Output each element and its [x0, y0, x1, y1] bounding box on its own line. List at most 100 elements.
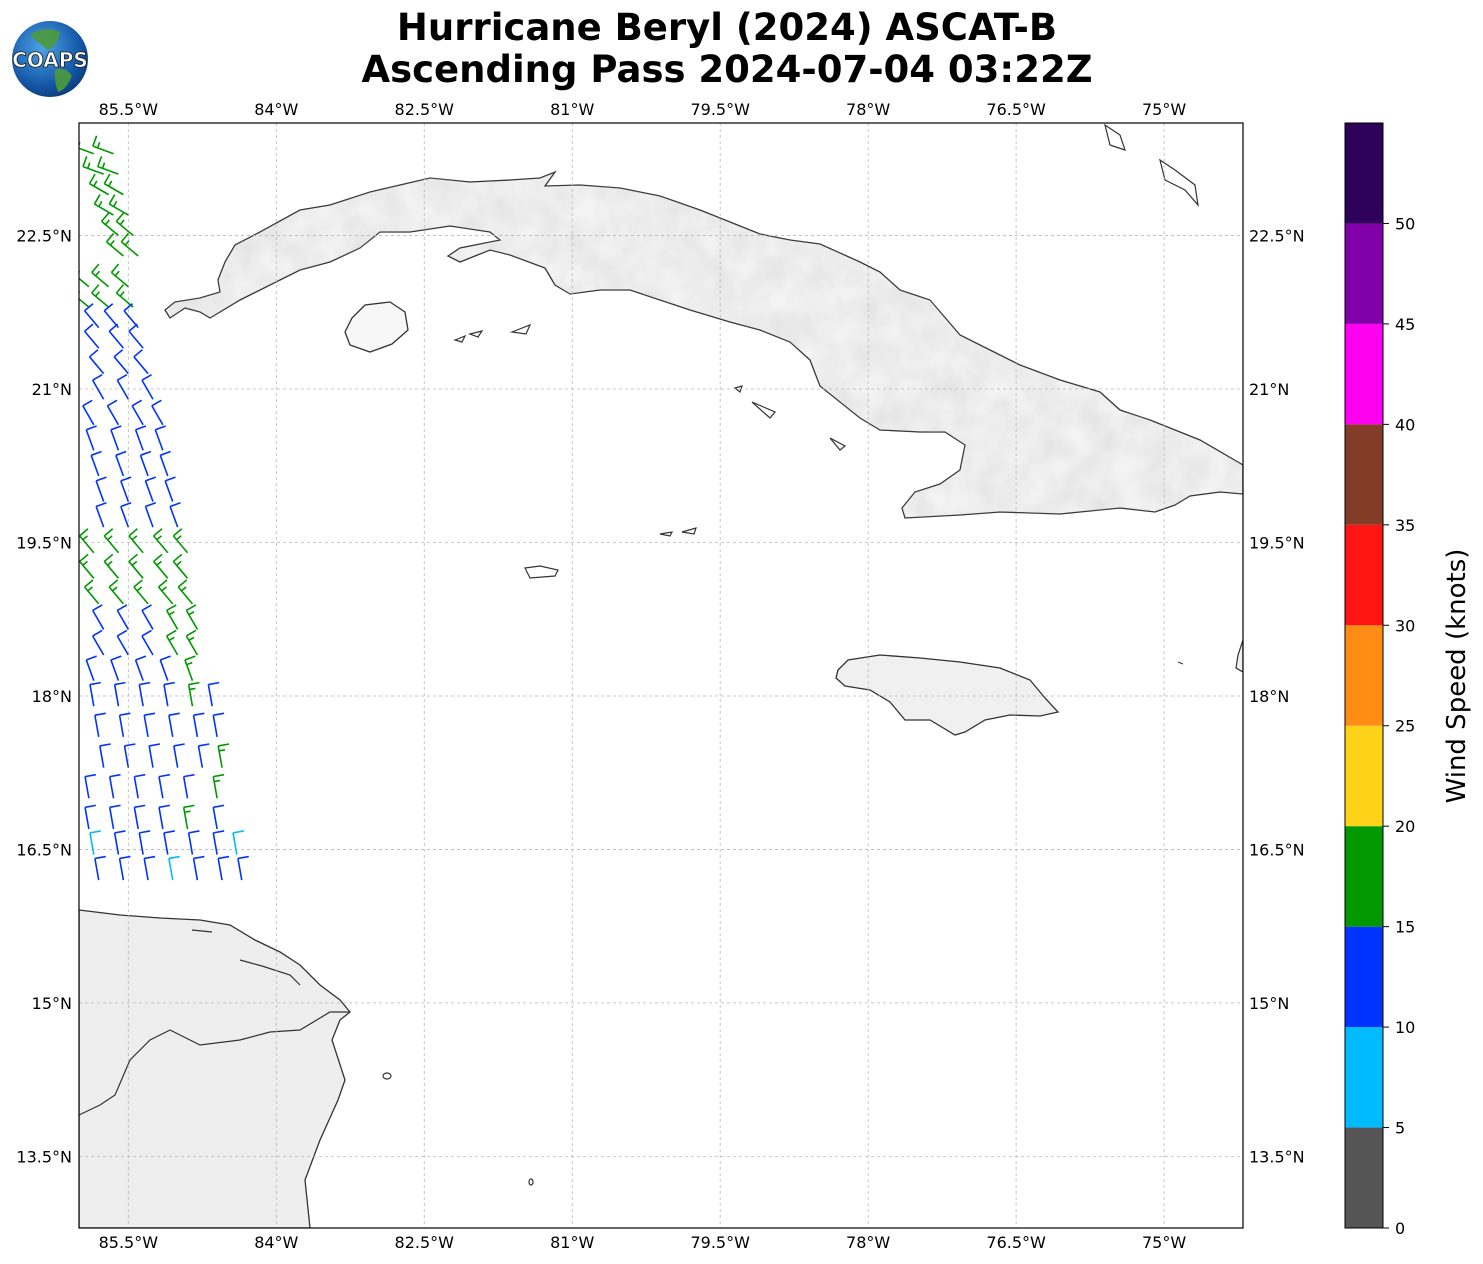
colorbar-bin — [1345, 424, 1383, 525]
wind-barb — [157, 579, 174, 605]
colorbar-tick-label: 45 — [1395, 315, 1415, 334]
wind-barb — [113, 349, 129, 375]
colorbar-tick-label: 50 — [1395, 214, 1415, 233]
colorbar-bin — [1345, 524, 1383, 626]
wind-barb — [120, 476, 132, 502]
wind-barb — [159, 450, 171, 477]
wind-barb — [91, 604, 105, 630]
wind-barb — [82, 399, 95, 426]
wind-barb — [79, 528, 95, 554]
wind-barb — [182, 804, 195, 830]
wind-barb — [237, 855, 249, 881]
latitude-labels-right: 22.5°N 21°N 19.5°N 18°N 16.5°N 15°N 13.5°N — [1249, 227, 1305, 1167]
wind-barb — [89, 681, 101, 707]
lat-tick-label: 13.5°N — [1249, 1147, 1305, 1166]
wind-barb — [139, 450, 152, 477]
longitude-labels-top: 85.5°W 84°W 82.5°W 81°W 79.5°W 78°W 76.5°W 75°W — [99, 100, 1187, 119]
wind-barb — [91, 374, 105, 400]
lat-tick-label: 22.5°N — [16, 227, 72, 246]
lat-tick-label: 18°N — [1249, 687, 1289, 706]
wind-barb — [89, 830, 101, 855]
map-frame — [78, 122, 1244, 1229]
lon-tick-label: 81°W — [550, 1233, 594, 1252]
lon-tick-label: 75°W — [1142, 1233, 1186, 1252]
wind-barb — [113, 830, 126, 855]
wind-barb — [92, 135, 114, 155]
colorbar-label: Wind Speed (knots) — [1442, 549, 1472, 804]
land-haiti-edge — [1235, 639, 1243, 673]
wind-barb — [113, 681, 126, 707]
wind-barb — [83, 303, 100, 329]
coaps-logo: COAPS — [12, 21, 88, 97]
lon-tick-label: 79.5°W — [690, 100, 750, 119]
wind-barb — [163, 681, 175, 707]
lat-tick-label: 19.5°N — [1249, 533, 1305, 552]
lat-tick-label: 22.5°N — [1249, 227, 1305, 246]
lat-tick-label: 15°N — [32, 994, 72, 1013]
wind-barb — [128, 323, 144, 349]
wind-barb — [93, 194, 114, 216]
wind-barb — [90, 450, 102, 477]
wind-barb — [212, 830, 225, 855]
longitude-labels-bottom: 85.5°W 84°W 82.5°W 81°W 79.5°W 78°W 76.5°W 75°W — [99, 1233, 1187, 1252]
wind-barb — [99, 743, 111, 768]
lon-tick-label: 85.5°W — [99, 100, 159, 119]
colorbar-bin — [1345, 725, 1383, 827]
map-panel[interactable] — [72, 122, 1244, 1229]
wind-barb — [108, 579, 125, 605]
wind-barb — [128, 528, 144, 554]
wind-barb — [133, 773, 146, 799]
wind-barb — [120, 232, 139, 257]
wind-barb — [217, 743, 230, 768]
latitude-labels-left: 22.5°N 21°N 19.5°N 18°N 16.5°N 15°N 13.5°N — [16, 227, 72, 1167]
small-islands — [191, 323, 1184, 1186]
wind-barb — [108, 323, 125, 349]
wind-barb — [110, 425, 122, 451]
colorbar-bins — [1345, 123, 1383, 1228]
gridlines — [79, 123, 1243, 1228]
wind-barb — [141, 604, 154, 630]
wind-barb — [197, 743, 210, 768]
lat-tick-label: 19.5°N — [16, 533, 72, 552]
colorbar-tick-label: 15 — [1395, 918, 1415, 937]
colorbar-tick-label: 0 — [1395, 1219, 1405, 1238]
wind-barb — [103, 173, 124, 196]
wind-barbs — [79, 135, 249, 881]
wind-barb — [103, 553, 120, 579]
lat-tick-label: 16.5°N — [16, 840, 72, 859]
colorbar-tick-label: 30 — [1395, 616, 1415, 635]
wind-barb — [187, 830, 200, 855]
wind-barb — [123, 743, 136, 768]
colorbar-tick-label: 10 — [1395, 1018, 1415, 1037]
colorbar-bin — [1345, 1127, 1383, 1228]
wind-barb — [168, 855, 180, 881]
border-honduras-nicaragua — [79, 1011, 350, 1116]
colorbar-bin — [1345, 926, 1383, 1028]
wind-barb — [84, 773, 97, 799]
lon-tick-label: 85.5°W — [99, 1233, 159, 1252]
wind-barb — [128, 553, 144, 579]
wind-barb — [88, 173, 109, 196]
wind-barb — [158, 804, 170, 830]
colorbar: 0 5 10 15 20 25 30 35 40 45 50 Wind Speed (knots) — [1344, 122, 1472, 1238]
logo-text: COAPS — [12, 48, 88, 72]
wind-barb — [108, 773, 121, 799]
wind-barb — [212, 804, 225, 830]
wind-barb — [148, 743, 161, 768]
colorbar-bin — [1345, 826, 1383, 927]
wind-barb — [163, 830, 175, 855]
wind-barb — [212, 712, 225, 738]
wind-barb — [133, 349, 149, 375]
wind-barb — [185, 604, 199, 630]
wind-barb — [105, 232, 124, 257]
wind-barb — [91, 263, 110, 288]
wind-barb — [138, 681, 151, 707]
colorbar-bin — [1345, 223, 1383, 324]
wind-barb — [133, 804, 146, 830]
wind-barb — [232, 830, 244, 855]
wind-barb — [95, 501, 107, 528]
colorbar-ticks: 0 5 10 15 20 25 30 35 40 45 50 — [1383, 214, 1415, 1238]
lat-tick-label: 16.5°N — [1249, 840, 1305, 859]
lat-tick-label: 21°N — [32, 380, 72, 399]
wind-barb — [88, 349, 105, 375]
